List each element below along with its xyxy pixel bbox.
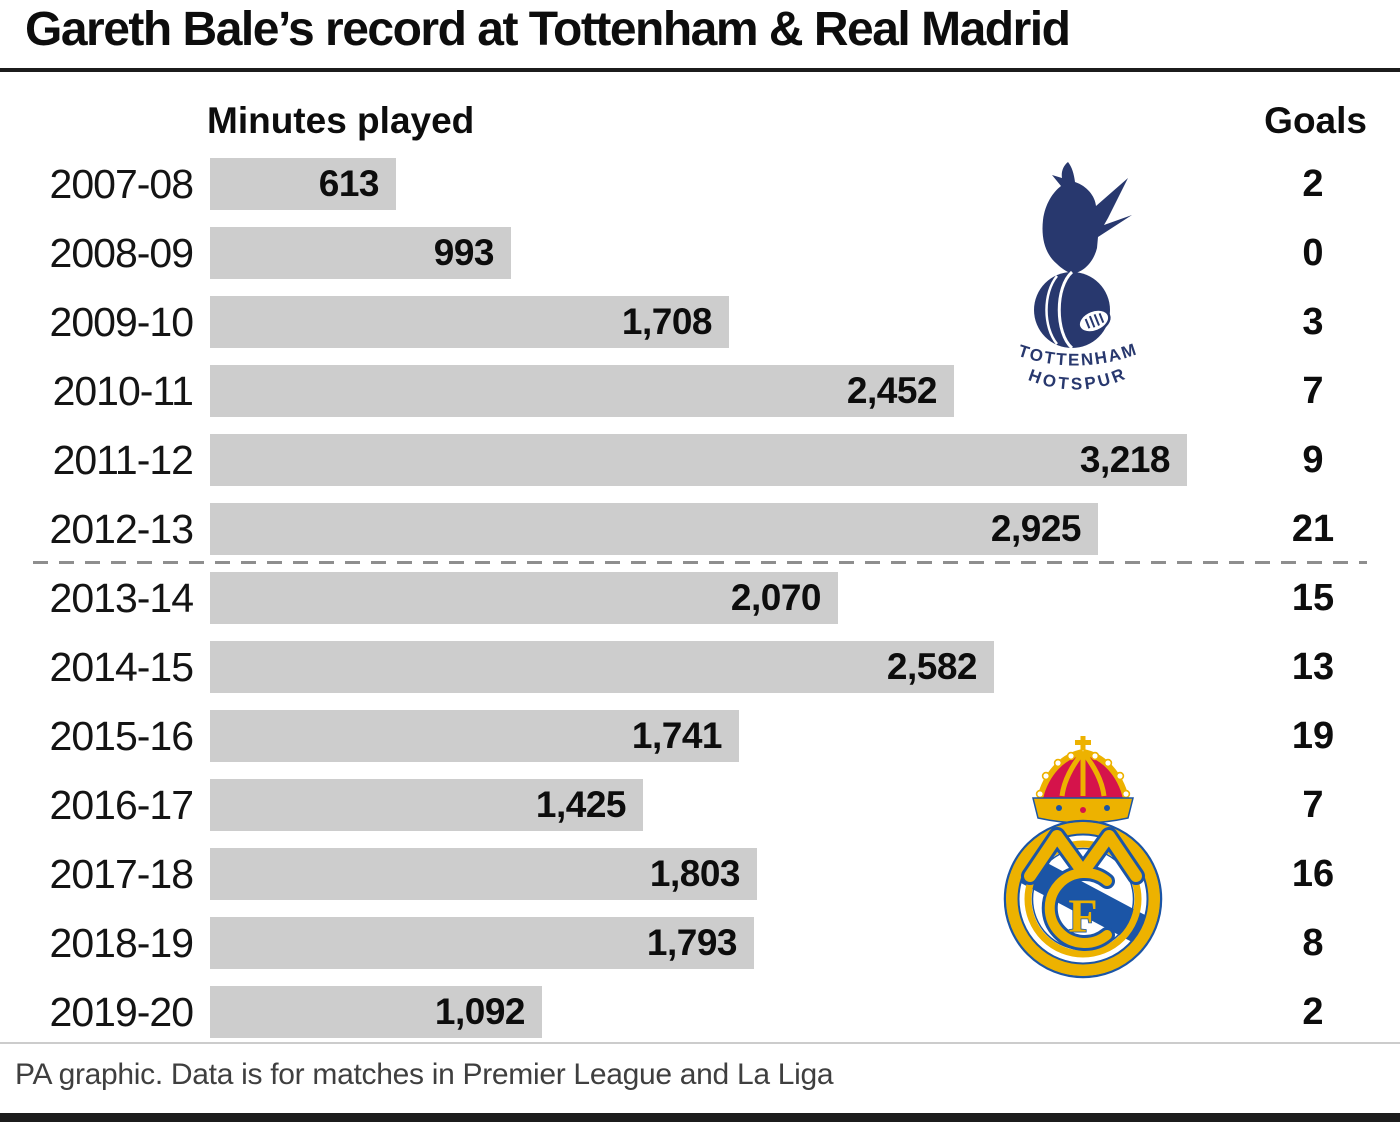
season-label: 2016-17 — [49, 782, 194, 828]
minutes-value: 2,070 — [730, 577, 822, 618]
minutes-value: 2,452 — [846, 370, 938, 411]
chart-row: 2018-19 1,793 8 — [0, 917, 1400, 969]
minutes-value: 1,708 — [621, 301, 713, 342]
season-label: 2014-15 — [49, 644, 194, 690]
season-label: 2008-09 — [49, 230, 194, 276]
season-label: 2010-11 — [52, 368, 194, 414]
goals-value: 16 — [1291, 853, 1335, 895]
page-title: Gareth Bale’s record at Tottenham & Real… — [25, 3, 1071, 56]
minutes-bar: 613 — [210, 158, 396, 210]
chart-row: 2014-15 2,582 13 — [0, 641, 1400, 693]
minutes-column-header: Minutes played — [207, 100, 475, 141]
minutes-value: 993 — [433, 232, 495, 273]
minutes-value: 1,793 — [646, 922, 738, 963]
cockerel-icon — [1042, 162, 1132, 274]
chart-row: 2016-17 1,425 7 — [0, 779, 1400, 831]
minutes-bar: 2,925 — [210, 503, 1098, 555]
minutes-value: 2,925 — [990, 508, 1082, 549]
footer-divider — [0, 1042, 1400, 1044]
chart-row: 2008-09 993 0 — [0, 227, 1400, 279]
chart-row: 2017-18 1,803 16 — [0, 848, 1400, 900]
minutes-bar: 1,741 — [210, 710, 739, 762]
minutes-value: 2,582 — [886, 646, 978, 687]
goals-value: 21 — [1291, 508, 1335, 550]
season-label: 2019-20 — [49, 989, 194, 1035]
minutes-bar: 3,218 — [210, 434, 1187, 486]
minutes-bar: 1,425 — [210, 779, 643, 831]
monogram-letter-f: F — [1068, 890, 1097, 943]
season-label: 2015-16 — [49, 713, 194, 759]
chart-row: 2013-14 2,070 15 — [0, 572, 1400, 624]
minutes-value: 1,803 — [649, 853, 741, 894]
minutes-bar: 1,708 — [210, 296, 729, 348]
title-divider — [0, 68, 1400, 72]
minutes-value: 1,092 — [434, 991, 526, 1032]
chart-row: 2019-20 1,092 2 — [0, 986, 1400, 1038]
bottom-border-bar — [0, 1113, 1400, 1122]
goals-value: 9 — [1302, 439, 1324, 481]
goals-value: 7 — [1302, 784, 1324, 826]
minutes-bar: 2,452 — [210, 365, 954, 417]
season-label: 2011-12 — [52, 437, 194, 483]
minutes-bar: 2,070 — [210, 572, 838, 624]
minutes-value: 3,218 — [1079, 439, 1171, 480]
minutes-value: 613 — [318, 163, 380, 204]
goals-value: 2 — [1302, 163, 1324, 205]
goals-column-header: Goals — [1264, 100, 1367, 141]
chart-row: 2011-12 3,218 9 — [0, 434, 1400, 486]
chart-row: 2009-10 1,708 3 — [0, 296, 1400, 348]
season-label: 2017-18 — [49, 851, 194, 897]
club-divider-dashed-line — [33, 561, 1367, 564]
minutes-bar: 1,092 — [210, 986, 542, 1038]
season-label: 2009-10 — [49, 299, 194, 345]
goals-value: 7 — [1302, 370, 1324, 412]
goals-value: 2 — [1302, 991, 1324, 1033]
goals-value: 15 — [1291, 577, 1335, 619]
minutes-bar: 1,803 — [210, 848, 757, 900]
minutes-bar: 1,793 — [210, 917, 754, 969]
chart-row: 2010-11 2,452 7 — [0, 365, 1400, 417]
goals-value: 0 — [1302, 232, 1324, 274]
real-madrid-crest-icon: F — [1003, 736, 1163, 979]
season-label: 2012-13 — [49, 506, 194, 552]
minutes-value: 1,741 — [631, 715, 723, 756]
tottenham-hotspur-crest-icon: TOTTENHAM HOTSPUR — [1016, 162, 1138, 390]
chart-row: 2012-13 2,925 21 — [0, 503, 1400, 555]
goals-value: 13 — [1291, 646, 1335, 688]
goals-value: 3 — [1302, 301, 1324, 343]
season-label: 2007-08 — [49, 161, 194, 207]
minutes-value: 1,425 — [535, 784, 627, 825]
bar-chart: 2007-08 613 2 2008-09 993 0 2009-10 1,70… — [0, 158, 1400, 1058]
mcf-monogram — [1021, 827, 1145, 951]
chart-row: 2007-08 613 2 — [0, 158, 1400, 210]
minutes-bar: 993 — [210, 227, 511, 279]
chart-row: 2015-16 1,741 19 — [0, 710, 1400, 762]
goals-value: 19 — [1291, 715, 1335, 757]
crown-icon — [1032, 736, 1134, 824]
season-label: 2013-14 — [49, 575, 194, 621]
minutes-bar: 2,582 — [210, 641, 994, 693]
season-label: 2018-19 — [49, 920, 194, 966]
source-note: PA graphic. Data is for matches in Premi… — [15, 1058, 834, 1091]
goals-value: 8 — [1302, 922, 1324, 964]
